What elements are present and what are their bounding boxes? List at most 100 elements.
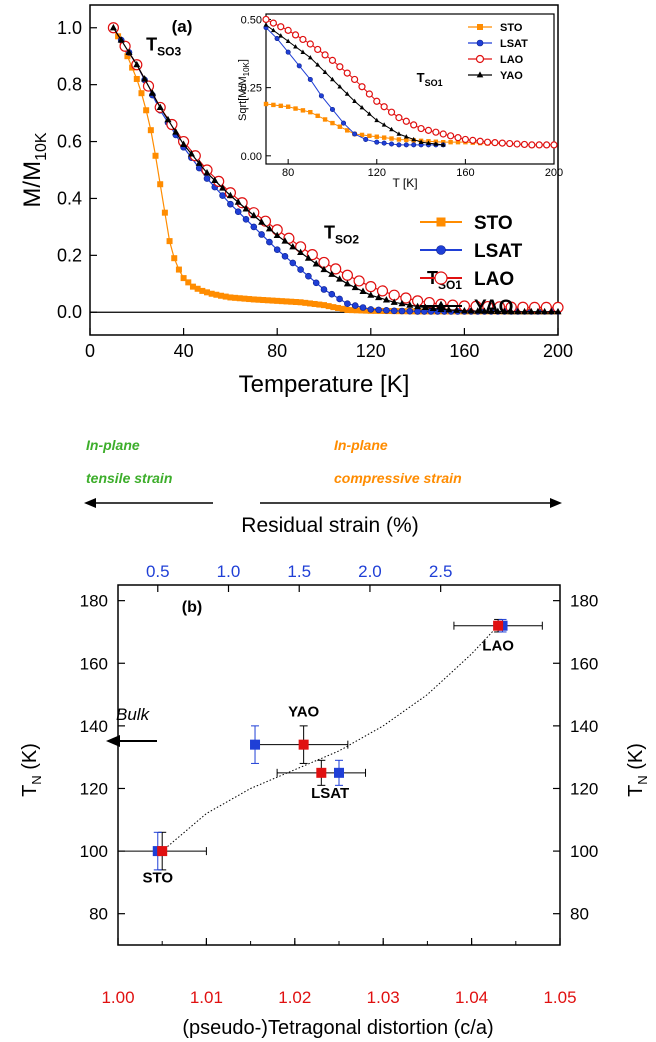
series-sto-point — [363, 307, 370, 314]
inset-lsat-point — [274, 36, 280, 42]
series-yao-point — [265, 224, 273, 232]
series-sto-point — [241, 295, 248, 302]
series-sto-point — [124, 53, 131, 60]
series-sto-point — [157, 181, 164, 188]
series-lsat-point — [305, 272, 312, 280]
inset-sto-point — [381, 135, 387, 140]
panel-b-ytick-label-left: 180 — [80, 592, 108, 611]
inset-lao-point — [284, 26, 292, 34]
inset-sto-point — [285, 104, 291, 109]
point-label-sto: STO — [142, 869, 173, 886]
inset-legend-lao-marker — [475, 54, 485, 64]
panel-b-xtick-label: 1.04 — [455, 988, 488, 1007]
inset-sto-point — [337, 124, 343, 129]
panel-b-ytick-label-right: 80 — [570, 905, 589, 924]
series-yao-point — [141, 75, 149, 82]
inset-yao-point — [337, 84, 343, 89]
panel-b-top-xtick-label: 2.0 — [358, 562, 382, 581]
fit-curve — [161, 625, 499, 852]
inset-lao-point — [535, 141, 543, 149]
inset-frame — [265, 13, 555, 165]
inset-xtick-label: 200 — [545, 167, 563, 179]
bulk-arrowhead — [106, 735, 120, 747]
panel-a-ylabel-main: M/M — [19, 161, 46, 208]
inset-ytick-label: 0.50 — [241, 14, 262, 26]
inset-lao-point — [520, 140, 529, 149]
inset-lao-point — [410, 121, 418, 129]
inset-panel: T [K] Sqrt[M/M10K] 80 120 160 200 0.00 0.25 0.… — [237, 12, 563, 190]
panel-b-points — [117, 618, 543, 871]
inset-lao-point — [483, 138, 492, 146]
inset-lao-point — [336, 63, 344, 71]
series-yao-point — [164, 115, 172, 123]
inset-tso-annotation: TSO1 — [417, 70, 443, 88]
series-sto-point — [213, 291, 220, 298]
panel-b-top-xtick-label: 1.5 — [287, 562, 311, 581]
inset-lao-point — [277, 23, 285, 31]
series-lsat-point — [289, 259, 297, 267]
series-lsat-point — [328, 290, 336, 298]
top-xlabel: Residual strain (%) — [241, 514, 418, 537]
distortion-data-point — [493, 620, 504, 631]
series-yao-point — [351, 283, 359, 291]
inset-sto-point — [278, 103, 283, 109]
inset-yao-point — [270, 27, 276, 33]
inset-lao-point — [491, 139, 499, 147]
panel-a-label: (a) — [172, 17, 193, 36]
series-yao-point — [541, 307, 549, 315]
inset-sto-point — [300, 108, 306, 113]
inset-lao-point — [417, 124, 425, 133]
inset-ytick-label: 0.25 — [241, 83, 262, 95]
panel-b-xtick-label: 1.02 — [278, 988, 311, 1007]
inset-yao-point — [352, 98, 358, 104]
series-sto-point — [302, 299, 309, 306]
panel-b-top-xtick-label: 2.5 — [429, 562, 453, 581]
series-yao-point — [258, 218, 266, 225]
inset-ticks: 80 120 160 200 0.00 0.25 0.50 — [241, 14, 564, 179]
panel-a-xlabel: Temperature [K] — [239, 371, 410, 398]
series-yao-point — [398, 299, 406, 307]
series-sto-point — [344, 306, 351, 313]
inset-annotations: TSO1 — [417, 70, 443, 88]
inset-sto-point — [263, 101, 269, 107]
series-yao-point — [547, 307, 555, 315]
series-yao-point — [289, 242, 297, 250]
inset-lao-point — [454, 134, 462, 142]
inset-ylabel-tail: ] — [237, 59, 249, 62]
series-lao-point — [330, 263, 342, 275]
panel-a-ylabel-sub: 10K — [33, 132, 50, 161]
series-sto-point — [143, 107, 150, 114]
panel-b-ylabel-left-main: T — [19, 785, 41, 797]
inset-lao-point — [447, 132, 455, 140]
series-lsat-point — [344, 300, 351, 308]
inset-lao-point — [328, 56, 337, 64]
tso-annotation-sub: SO3 — [157, 45, 181, 59]
series-lsat-point — [383, 307, 390, 314]
series-yao-point — [521, 307, 529, 315]
legend-yao-label: YAO — [474, 297, 513, 318]
series-lsat-point — [250, 223, 258, 231]
panel-b-ylabel-right-main: T — [625, 785, 647, 797]
series-yao-point — [336, 275, 344, 282]
strain-data-point — [334, 767, 344, 778]
series-sto-point — [339, 305, 346, 312]
series-sto-point — [297, 299, 304, 306]
distortion-data-point — [298, 739, 309, 750]
inset-xtick-label: 80 — [282, 167, 294, 179]
panel-b-ytick-label-left: 80 — [89, 905, 108, 924]
series-lao-point — [353, 275, 365, 287]
panel-b-xlabel: (pseudo-)Tetragonal distortion (c/a) — [182, 1017, 493, 1039]
panel-b-ylabel-right-tail: (K) — [625, 743, 647, 775]
series-yao-point — [359, 287, 367, 294]
panel-a-ytick-label: 0.8 — [57, 75, 82, 95]
series-lsat-point — [227, 200, 234, 208]
series-sto-point — [204, 289, 210, 296]
inset-lao-point — [432, 128, 440, 136]
panel-b-ylabel-left-sub: N — [29, 775, 44, 784]
series-sto-point — [175, 266, 182, 273]
series-yao-point — [226, 191, 234, 199]
inset-legend: STO LSAT LAO YAO — [468, 22, 528, 82]
series-lsat-point — [258, 231, 265, 238]
inset-legend-lsat-marker — [476, 39, 484, 47]
